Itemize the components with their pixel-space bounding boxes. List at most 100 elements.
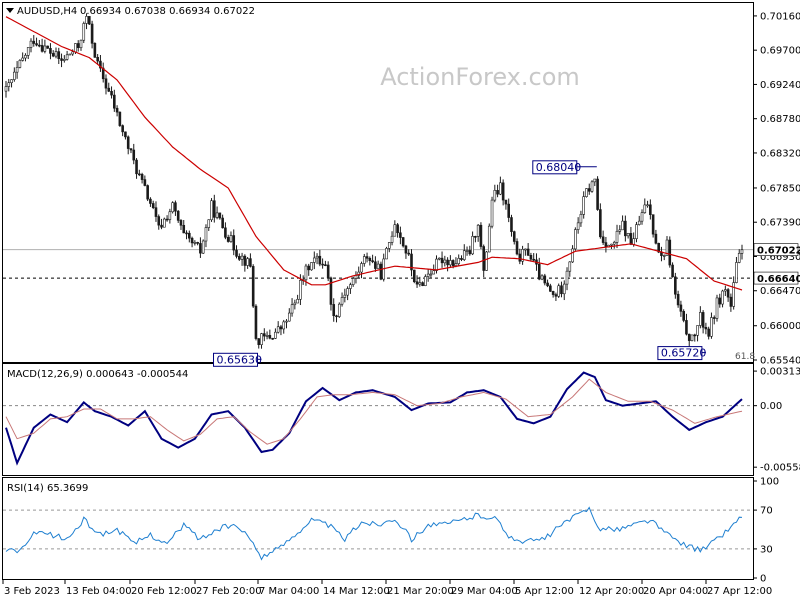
candle-body [426, 273, 430, 277]
candle-body [399, 232, 402, 238]
price-tick-label: 0.66930 [760, 252, 800, 263]
candle-body [163, 218, 166, 228]
candle-body [368, 257, 372, 261]
candle-body [257, 338, 261, 345]
candle-body [135, 159, 138, 175]
candle-body [171, 202, 174, 213]
candle-body [129, 148, 133, 151]
candle-body [643, 204, 647, 213]
candle-body [565, 270, 569, 285]
candle-body [546, 282, 549, 287]
candle-body [124, 131, 127, 138]
candle-body [387, 242, 391, 249]
candle-body [293, 302, 297, 306]
candle-body [138, 173, 141, 176]
candle-body [43, 45, 47, 52]
candle-body [412, 269, 416, 282]
candle-body [38, 44, 41, 47]
candle-body [287, 312, 291, 322]
candle-body [160, 224, 163, 228]
candle-body [537, 263, 541, 280]
candle-body [699, 312, 702, 326]
candle-body [74, 43, 77, 53]
time-tick-label: 27 Feb 20:00 [196, 586, 262, 597]
candle-body [93, 43, 97, 58]
candle-body [707, 328, 710, 337]
candle-body [482, 246, 486, 271]
candle-body [18, 60, 22, 68]
candle-body [296, 298, 299, 304]
candle-body [701, 312, 705, 328]
candle-body [729, 296, 733, 307]
candle-body [232, 235, 236, 251]
candle-body [599, 209, 602, 238]
candle-body [687, 333, 691, 341]
macd-signal-line [5, 378, 743, 445]
candle-body [362, 256, 366, 264]
candle-body [168, 211, 172, 220]
candle-body [196, 242, 199, 244]
candle-body [260, 333, 263, 345]
candle-body [726, 289, 730, 298]
candle-body [201, 240, 205, 254]
candle-body [165, 218, 169, 221]
candle-body [332, 304, 336, 317]
candle-body [221, 217, 224, 229]
candle-body [174, 202, 177, 212]
candle-body [113, 94, 116, 109]
candle-body [487, 225, 491, 253]
candle-body [265, 335, 269, 337]
candle-body [621, 220, 624, 231]
candle-body [10, 79, 13, 84]
candle-body [279, 326, 283, 330]
candle-body [118, 111, 122, 126]
rsi-tick-label: 0 [760, 574, 766, 585]
time-tick-label: 13 Feb 04:00 [66, 586, 132, 597]
candle-body [26, 47, 30, 56]
candle-body [110, 90, 113, 96]
candle-body [329, 277, 333, 305]
macd-line [5, 371, 743, 466]
candle-body [415, 281, 419, 285]
level-labels: 0.65630 0.68040 0.65720 61.8 [213, 160, 755, 367]
candle-body [524, 248, 527, 251]
candle-body [49, 48, 52, 54]
candle-body [15, 67, 19, 73]
candle-body [193, 242, 197, 244]
moving-average-line [5, 16, 743, 291]
candle-body [246, 258, 249, 266]
candle-body [490, 199, 494, 227]
candle-body [618, 229, 622, 232]
candle-body [215, 212, 219, 218]
rsi-tick-label: 100 [760, 477, 779, 488]
candle-body [312, 257, 316, 263]
candle-body [562, 283, 566, 295]
price-reference-lines [3, 249, 753, 279]
candle-body [207, 219, 211, 228]
candle-body [274, 331, 277, 339]
candle-body [240, 255, 244, 260]
candle-body [432, 270, 436, 275]
candle-body [126, 136, 130, 149]
candle-body [24, 55, 27, 59]
candle-body [79, 39, 83, 49]
price-tick-label: 0.70160 [760, 11, 800, 22]
candle-body [499, 182, 502, 195]
time-tick-label: 29 Mar 04:00 [451, 586, 518, 597]
candle-body [90, 23, 94, 44]
candle-body [626, 233, 630, 237]
dropdown-triangle-icon[interactable] [6, 8, 14, 13]
candle-body [318, 255, 322, 265]
watermark: ActionForex.com [380, 63, 580, 91]
candle-body [182, 224, 186, 234]
candle-body [307, 265, 311, 271]
candle-body [715, 297, 719, 319]
candle-body [140, 174, 144, 180]
candle-body [457, 258, 461, 264]
candle-body [574, 229, 577, 250]
level-label: 0.68040 [536, 161, 582, 174]
candle-body [393, 224, 397, 237]
candle-body [57, 51, 61, 59]
candle-body [404, 245, 408, 254]
candle-body [104, 78, 108, 89]
